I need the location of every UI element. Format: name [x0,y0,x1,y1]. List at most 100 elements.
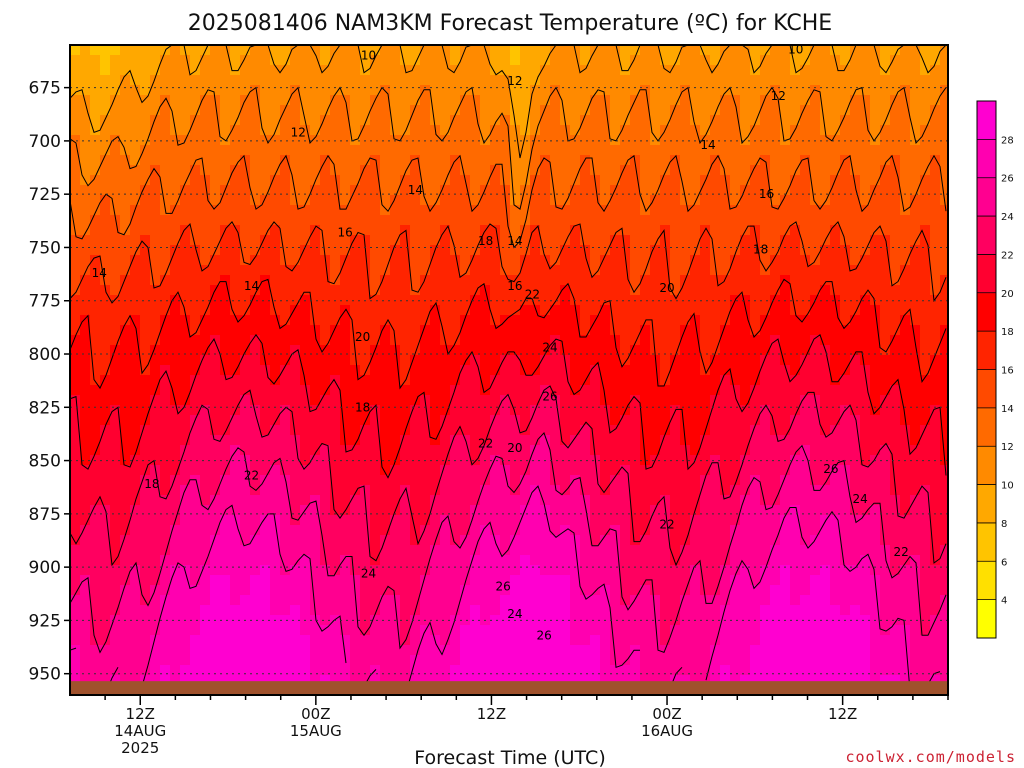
field-cell [360,575,371,586]
field-cell [230,635,241,646]
field-cell [70,195,81,206]
field-cell [600,255,611,266]
field-cell [230,495,241,506]
field-cell [530,645,541,656]
field-cell [430,235,441,246]
field-cell [530,395,541,406]
field-cell [760,625,771,636]
field-cell [810,125,821,136]
field-cell [670,295,681,306]
field-cell [480,495,491,506]
field-cell [310,445,321,456]
field-cell [220,405,231,416]
field-cell [530,175,541,186]
field-cell [200,415,211,426]
field-cell [520,555,531,566]
field-cell [140,525,151,536]
field-cell [270,575,281,586]
field-cell [80,415,91,426]
field-cell [600,175,611,186]
field-cell [590,575,601,586]
field-cell [270,85,281,96]
field-cell [690,255,701,266]
field-cell [570,265,581,276]
field-cell [590,535,601,546]
field-cell [150,605,161,616]
field-cell [360,155,371,166]
field-cell [710,355,721,366]
field-cell [320,385,331,396]
field-cell [130,85,141,96]
field-cell [500,385,511,396]
field-cell [530,275,541,286]
field-cell [660,345,671,356]
field-cell [690,525,701,536]
field-cell [710,175,721,186]
field-cell [210,85,221,96]
field-cell [410,45,421,56]
field-cell [780,385,791,396]
field-cell [70,135,81,146]
field-cell [800,395,811,406]
field-cell [720,275,731,286]
field-cell [760,495,771,506]
field-cell [200,375,211,386]
field-cell [610,415,621,426]
field-cell [270,165,281,176]
field-cell [810,635,821,646]
field-cell [600,565,611,576]
field-cell [130,175,141,186]
field-cell [680,45,691,56]
field-cell [680,215,691,226]
field-cell [540,525,551,536]
field-cell [70,595,81,606]
field-cell [580,575,591,586]
field-cell [820,425,831,436]
field-cell [750,525,761,536]
field-cell [620,195,631,206]
field-cell [630,55,641,66]
field-cell [580,345,591,356]
field-cell [190,385,201,396]
field-cell [170,295,181,306]
field-cell [780,65,791,76]
field-cell [190,565,201,576]
field-cell [200,475,211,486]
field-cell [330,555,341,566]
field-cell [200,595,211,606]
field-cell [810,385,821,396]
field-cell [650,235,661,246]
field-cell [490,265,501,276]
field-cell [390,45,401,56]
field-cell [530,675,541,686]
field-cell [700,135,711,146]
field-cell [260,125,271,136]
field-cell [100,45,111,56]
field-cell [420,185,431,196]
field-cell [270,255,281,266]
field-cell [580,125,591,136]
field-cell [690,595,701,606]
field-cell [660,85,671,96]
field-cell [240,535,251,546]
field-cell [360,385,371,396]
field-cell [100,675,111,686]
field-cell [150,405,161,416]
field-cell [210,645,221,656]
field-cell [310,115,321,126]
field-cell [440,395,451,406]
field-cell [200,655,211,666]
field-cell [370,265,381,276]
field-cell [290,65,301,76]
field-cell [410,415,421,426]
field-cell [220,475,231,486]
field-cell [320,645,331,656]
field-cell [430,265,441,276]
field-cell [430,605,441,616]
field-cell [330,505,341,516]
field-cell [400,675,411,686]
field-cell [340,235,351,246]
field-cell [90,315,101,326]
field-cell [490,285,501,296]
field-cell [430,95,441,106]
